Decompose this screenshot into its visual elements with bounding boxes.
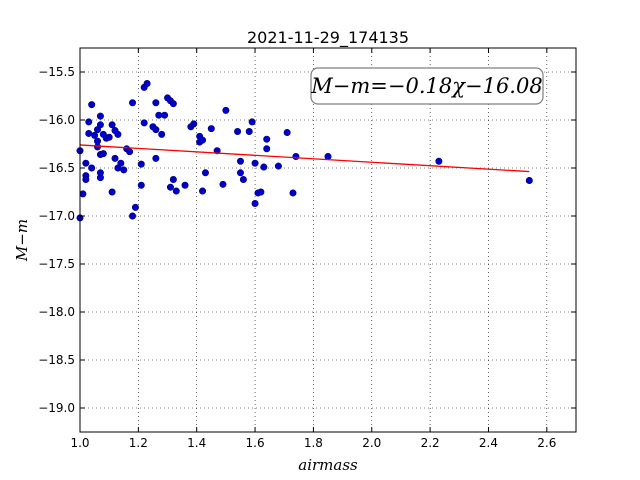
- axis-ticks: 1.0 1.2 1.4 1.6 1.8 2.0 2.2 2.4 2.6 −15.5 −16.0 −16…: [38, 48, 576, 450]
- data-point: [289, 189, 297, 197]
- data-point: [161, 111, 169, 119]
- plot-frame: [79, 47, 577, 433]
- data-point: [236, 169, 244, 177]
- data-point: [257, 188, 265, 196]
- data-point: [251, 159, 259, 167]
- data-point: [245, 128, 253, 136]
- data-point: [105, 133, 113, 141]
- data-point: [79, 190, 87, 198]
- data-point: [222, 106, 230, 114]
- data-point: [435, 157, 443, 165]
- data-point: [143, 80, 151, 88]
- x-tick-label: 1.8: [304, 436, 323, 450]
- data-point: [94, 137, 102, 145]
- chart-title: 2021-11-29_174135: [247, 28, 409, 48]
- data-point: [251, 200, 259, 208]
- annotation-text: M−m=−0.18χ−16.08: [310, 74, 542, 98]
- data-point: [114, 130, 122, 138]
- data-point: [155, 111, 163, 119]
- data-point: [201, 169, 209, 177]
- data-point: [181, 181, 189, 189]
- data-point: [91, 131, 99, 139]
- x-tick-label: 1.4: [187, 436, 206, 450]
- data-point: [152, 99, 160, 107]
- y-tick-label: −17.5: [38, 257, 75, 271]
- data-point: [140, 119, 148, 127]
- fit-line: [79, 144, 530, 173]
- data-point: [260, 163, 268, 171]
- y-tick-label: −16.5: [38, 161, 75, 175]
- data-point: [137, 181, 145, 189]
- data-point: [85, 129, 93, 137]
- y-tick-label: −18.0: [38, 305, 75, 319]
- data-point: [236, 157, 244, 165]
- data-point: [94, 143, 102, 151]
- data-point: [274, 162, 282, 170]
- grid: [80, 48, 576, 432]
- data-point: [248, 118, 256, 126]
- x-tick-label: 2.6: [537, 436, 556, 450]
- data-points: [76, 80, 533, 222]
- data-point: [82, 176, 90, 184]
- data-point: [108, 188, 116, 196]
- data-point: [213, 147, 221, 155]
- data-point: [129, 212, 137, 220]
- x-tick-label: 1.2: [129, 436, 148, 450]
- data-point: [152, 126, 160, 134]
- data-point: [169, 176, 177, 184]
- x-tick-label: 2.4: [479, 436, 498, 450]
- y-tick-label: −19.0: [38, 401, 75, 415]
- annotation-box: [310, 67, 544, 105]
- data-point: [292, 152, 300, 160]
- data-point: [166, 183, 174, 191]
- data-point: [137, 160, 145, 168]
- data-point: [283, 128, 291, 136]
- data-point: [239, 176, 247, 184]
- data-point: [96, 121, 104, 129]
- x-axis-label: airmass: [298, 456, 358, 474]
- fit-annotation: M−m=−0.18χ−16.08: [310, 67, 544, 105]
- plot-area: [80, 48, 576, 432]
- data-point: [152, 154, 160, 162]
- x-tick-label: 2.2: [421, 436, 440, 450]
- data-point: [207, 125, 215, 133]
- data-point: [88, 101, 96, 109]
- data-point: [219, 180, 227, 188]
- data-point: [108, 121, 116, 129]
- data-point: [96, 112, 104, 120]
- data-point: [525, 176, 533, 184]
- data-point: [126, 148, 134, 156]
- data-point: [172, 187, 180, 195]
- data-point: [117, 159, 125, 167]
- data-point: [88, 164, 96, 172]
- data-point: [199, 187, 207, 195]
- data-point: [263, 145, 271, 153]
- data-point: [234, 128, 242, 136]
- data-point: [190, 120, 198, 128]
- data-point: [85, 118, 93, 126]
- data-point: [111, 154, 119, 162]
- y-tick-label: −18.5: [38, 353, 75, 367]
- y-tick-label: −15.5: [38, 65, 75, 79]
- data-point: [158, 130, 166, 138]
- data-point: [131, 203, 139, 211]
- data-point: [199, 136, 207, 144]
- data-point: [324, 152, 332, 160]
- y-tick-label: −16.0: [38, 113, 75, 127]
- data-point: [96, 174, 104, 182]
- x-tick-label: 1.6: [246, 436, 265, 450]
- x-tick-label: 2.0: [362, 436, 381, 450]
- y-tick-label: −17.0: [38, 209, 75, 223]
- data-point: [129, 99, 137, 107]
- data-point: [169, 100, 177, 108]
- data-point: [82, 159, 90, 167]
- y-axis-label: M−m: [13, 219, 31, 262]
- x-tick-label: 1.0: [70, 436, 89, 450]
- data-point: [120, 166, 128, 174]
- data-point: [99, 150, 107, 158]
- data-point: [263, 135, 271, 143]
